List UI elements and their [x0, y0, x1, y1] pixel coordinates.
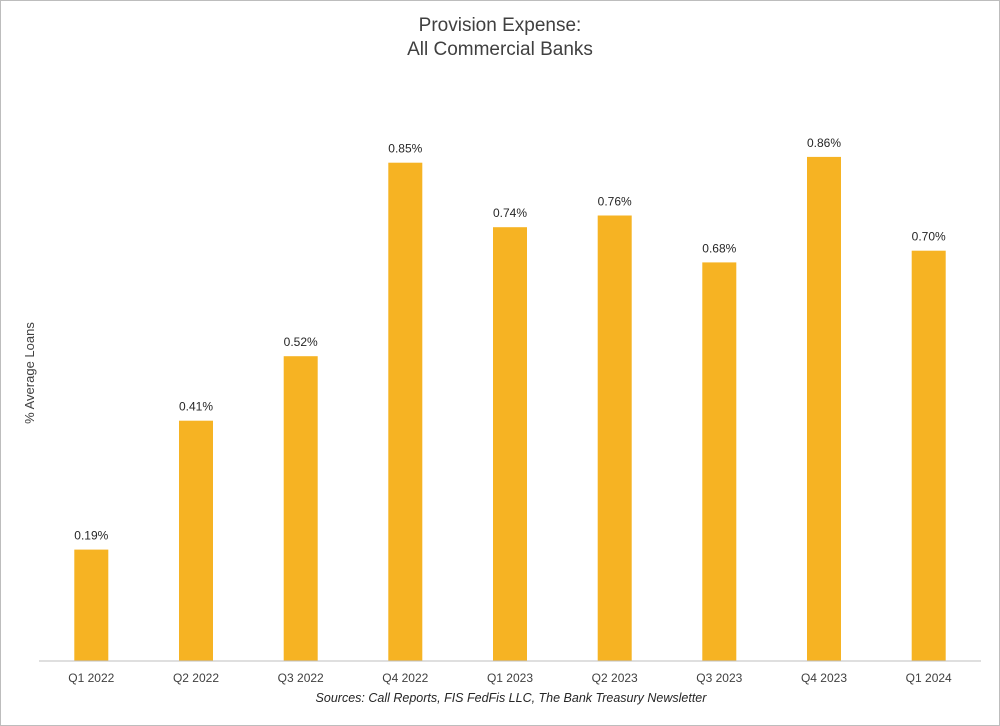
- x-tick-label-q1-2024: Q1 2024: [906, 671, 952, 685]
- y-axis-label: % Average Loans: [22, 322, 37, 424]
- bar-q2-2022: [179, 420, 213, 661]
- data-label-q3-2023: 0.68%: [702, 241, 736, 255]
- bar-q2-2023: [597, 215, 632, 661]
- chart-title-line-2: All Commercial Banks: [407, 39, 593, 60]
- x-tick-label-q4-2023: Q4 2023: [801, 671, 847, 685]
- x-tick-label-q2-2023: Q2 2023: [592, 671, 638, 685]
- x-tick-label-q1-2023: Q1 2023: [487, 671, 533, 685]
- x-tick-label-q3-2022: Q3 2022: [278, 671, 324, 685]
- bar-q1-2022: [74, 549, 109, 661]
- bar-q1-2024: [911, 250, 946, 661]
- source-note: Sources: Call Reports, FIS FedFis LLC, T…: [316, 691, 708, 705]
- bar-q4-2022: [388, 162, 423, 661]
- data-labels-layer: 0.19% 0.41% 0.52% 0.85% 0.74% 0.76% 0.68% 0.86%…: [74, 136, 946, 543]
- data-label-q3-2022: 0.52%: [284, 335, 318, 349]
- data-label-q2-2023: 0.76%: [598, 195, 632, 209]
- bar-q4-2023: [807, 156, 841, 661]
- data-label-q1-2024: 0.70%: [912, 230, 946, 244]
- bar-q3-2023: [702, 262, 737, 661]
- data-label-q1-2022: 0.19%: [74, 529, 108, 543]
- x-tick-labels-layer: Q1 2022 Q2 2022 Q3 2022 Q4 2022 Q1 2023 Q2 20…: [68, 671, 952, 685]
- data-label-q4-2023: 0.86%: [807, 136, 841, 150]
- bar-q1-2023: [493, 227, 527, 661]
- x-tick-label-q4-2022: Q4 2022: [382, 671, 428, 685]
- data-label-q1-2023: 0.74%: [493, 206, 527, 220]
- x-tick-label-q3-2023: Q3 2023: [696, 671, 742, 685]
- data-label-q2-2022: 0.41%: [179, 400, 213, 414]
- bars-layer: [74, 156, 946, 661]
- bar-q3-2022: [283, 356, 318, 661]
- data-label-q4-2022: 0.85%: [388, 142, 422, 156]
- x-tick-label-q1-2022: Q1 2022: [68, 671, 114, 685]
- chart-title-line-1: Provision Expense:: [419, 15, 582, 36]
- x-tick-label-q2-2022: Q2 2022: [173, 671, 219, 685]
